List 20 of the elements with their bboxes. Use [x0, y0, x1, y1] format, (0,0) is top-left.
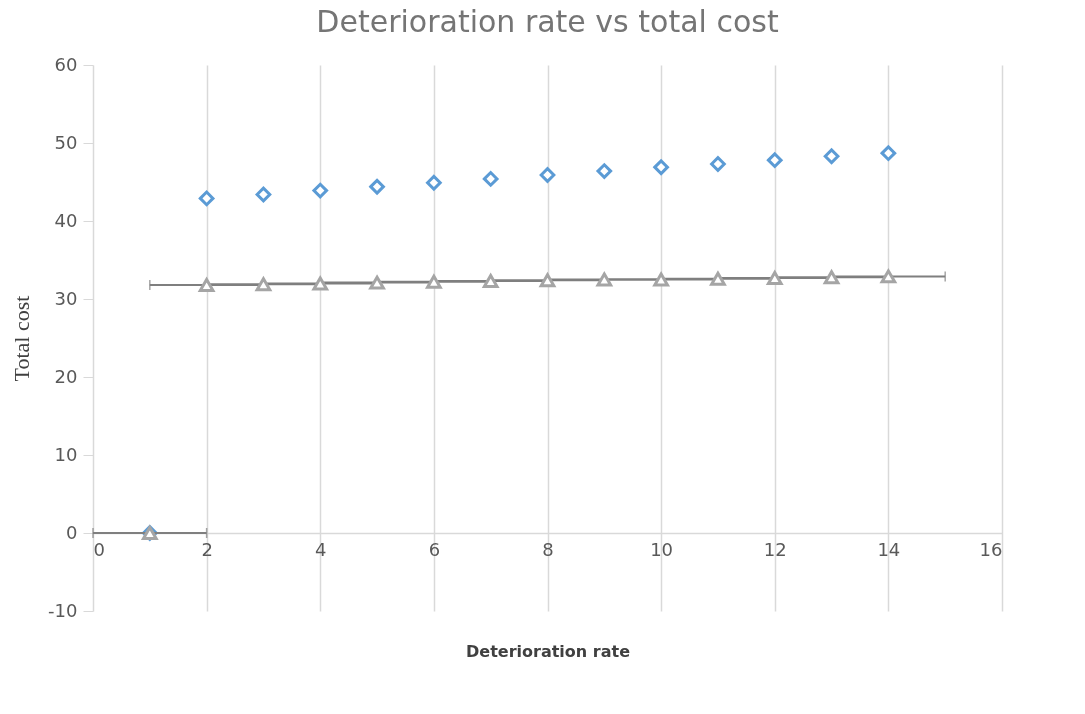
chart-title: Deterioration rate vs total cost: [316, 4, 779, 39]
x-tick-label: 2: [201, 538, 213, 560]
y-tick-label: 0: [66, 521, 78, 543]
x-tick-label: 16: [979, 538, 1003, 560]
x-tick-label: 8: [542, 538, 554, 560]
x-tick-label: 4: [315, 538, 327, 560]
x-tick-label: 0: [93, 538, 105, 560]
x-tick-label: 6: [428, 538, 441, 560]
y-tick-label: 20: [54, 365, 78, 387]
y-tick-label: 60: [54, 53, 78, 75]
y-tick-label: 10: [54, 443, 78, 465]
y-tick-label: 30: [54, 287, 78, 309]
y-tick-label: -10: [48, 599, 78, 621]
x-axis-title: Deterioration rate: [466, 641, 631, 661]
y-axis-title: Total cost: [9, 295, 35, 382]
y-tick-label: 50: [54, 131, 78, 153]
y-tick-label: 40: [54, 209, 78, 231]
x-tick-label: 14: [877, 538, 901, 560]
x-tick-label: 10: [650, 538, 674, 560]
x-tick-label: 12: [763, 538, 787, 560]
